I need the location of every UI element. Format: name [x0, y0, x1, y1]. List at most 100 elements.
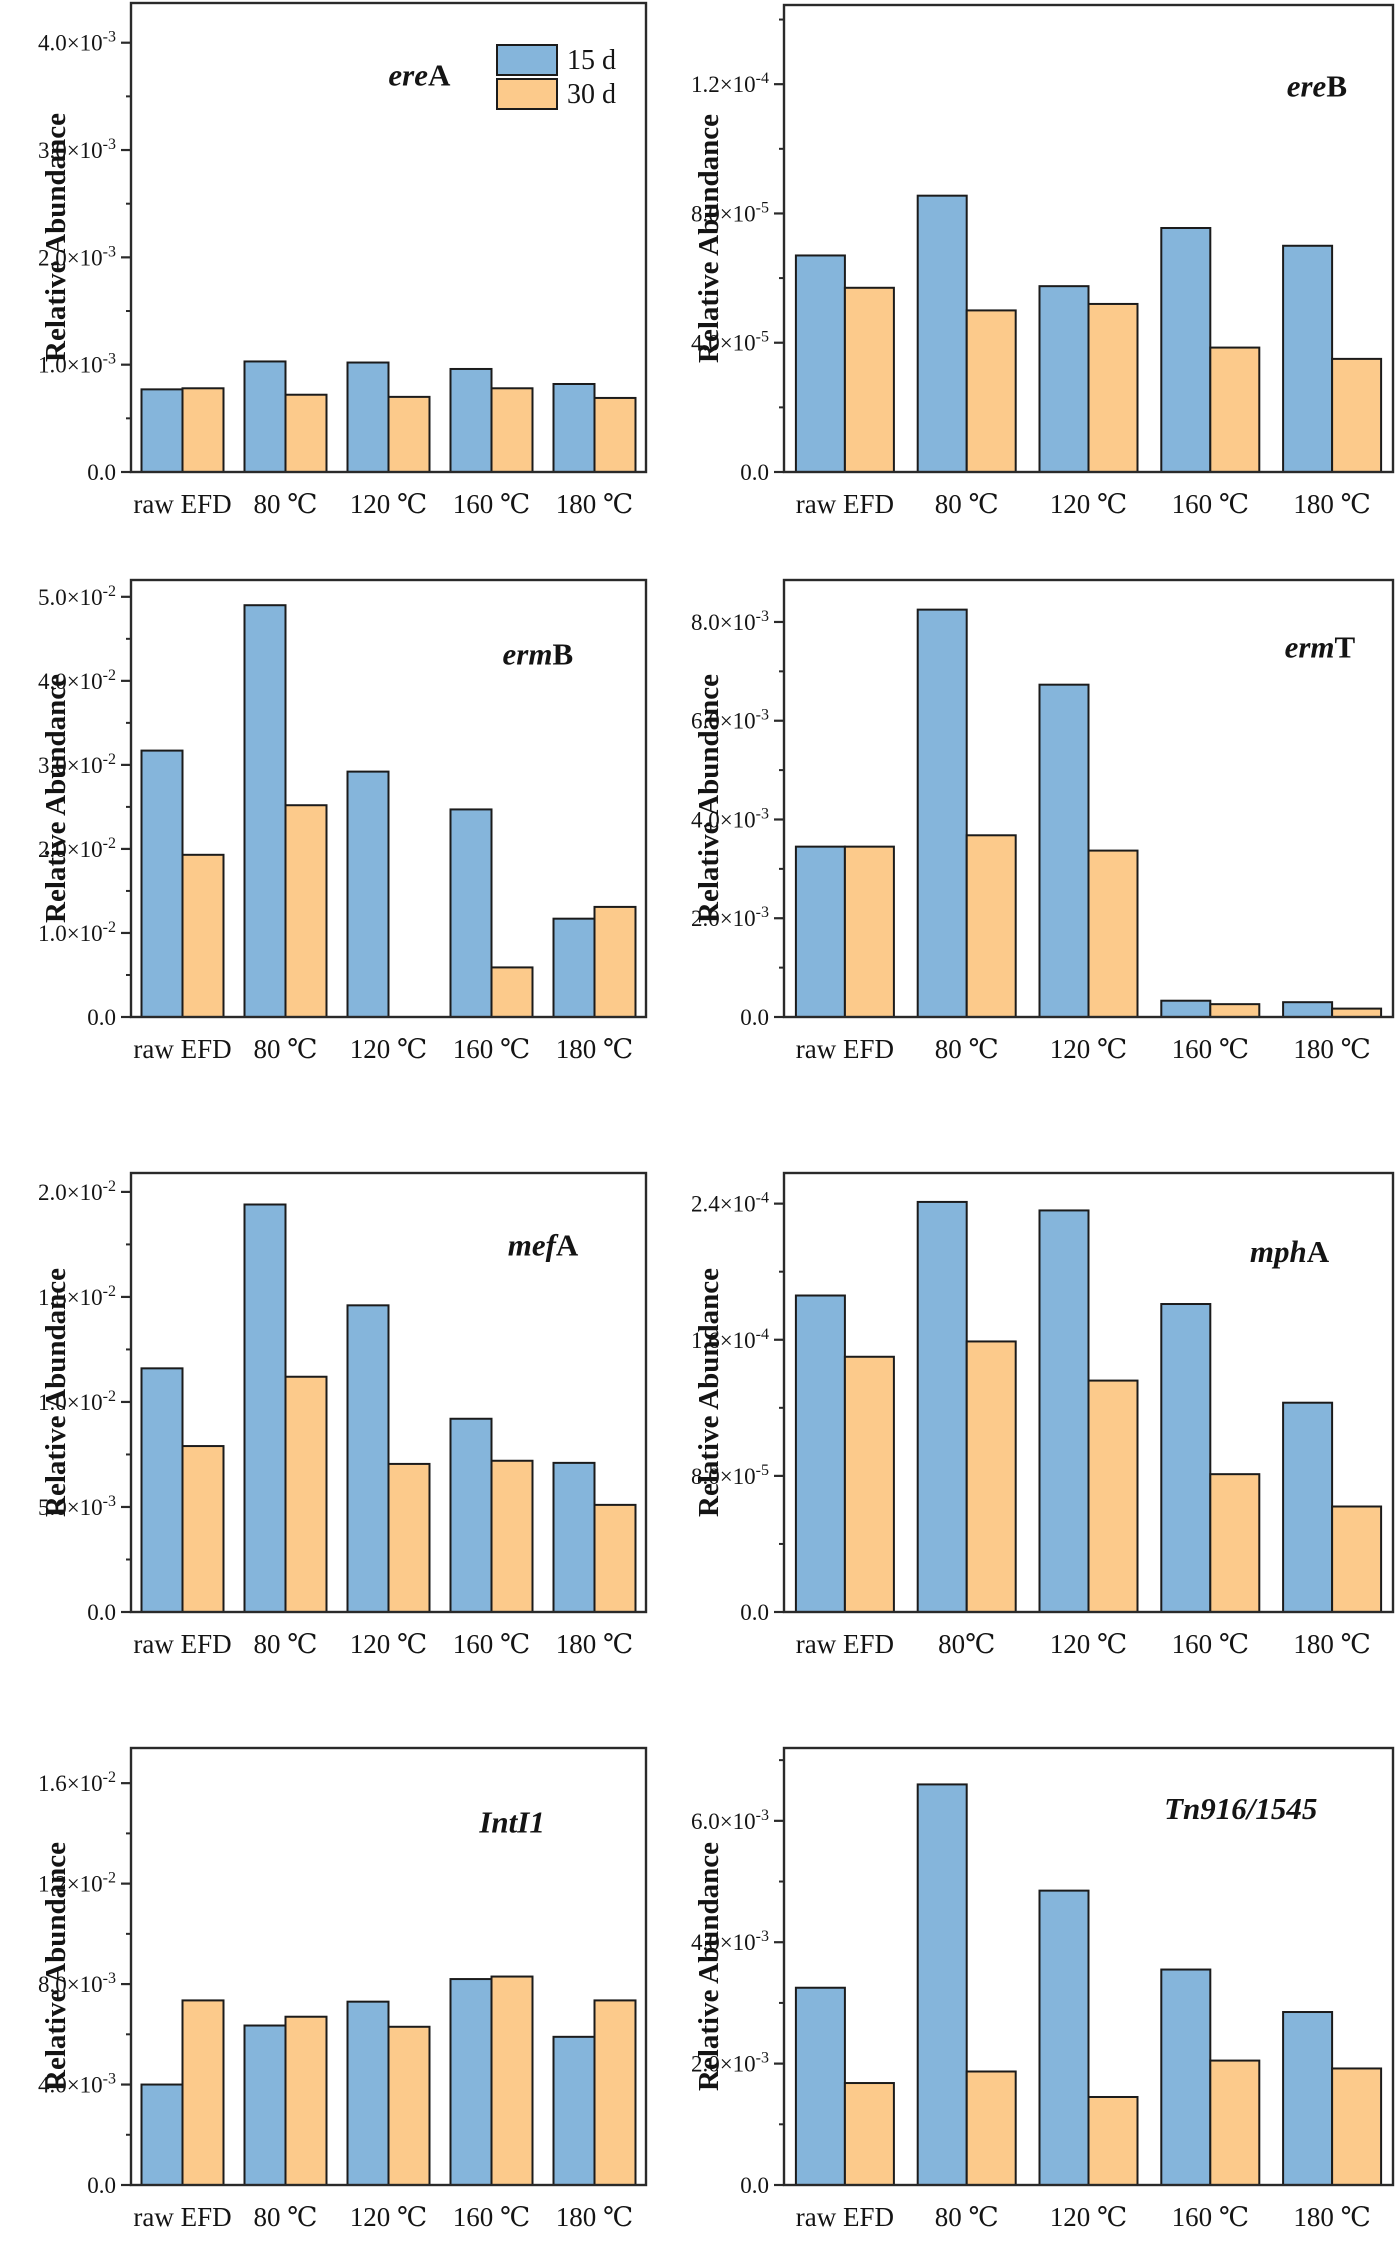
bar-ermT-30-d-raw-EFD — [843, 845, 895, 1018]
bar-ermT-15-d-160 — [1160, 999, 1212, 1018]
y-tick-label: 2.0×10-2 — [38, 1178, 116, 1205]
x-tick-label: 180 ℃ — [556, 1629, 633, 1659]
bar-mefA-30-d-120 — [387, 1462, 431, 1613]
bar-mefA-15-d-160 — [449, 1417, 493, 1613]
y-tick-label: 0.0 — [87, 460, 116, 485]
x-tick-label: raw EFD — [133, 1034, 231, 1064]
chart-title: Tn916/1545 — [1164, 1791, 1317, 1826]
chart-IntI1: Relative Abundance 0.0 4.0×10-3 8.0×10-3 1.2… — [38, 1746, 648, 2232]
chart-title: mphA — [1250, 1234, 1330, 1269]
bar-ermB-30-d-180 — [593, 905, 637, 1018]
x-tick-label: raw EFD — [796, 489, 894, 519]
x-tick-label: 160 ℃ — [1172, 1034, 1249, 1064]
y-tick-label: 1.6×10-2 — [38, 1769, 116, 1796]
bar-ereB-30-d-raw-EFD — [843, 286, 895, 473]
bar-ereA-15-d-180 — [552, 382, 596, 473]
legend-swatch-d15 — [496, 44, 558, 76]
y-tick-label: 4.0×10-3 — [38, 29, 116, 56]
bar-ereB-30-d-120 — [1087, 302, 1139, 473]
y-tick-label: 1.0×10-3 — [38, 351, 116, 378]
bar-mefA-30-d-160 — [490, 1459, 534, 1613]
x-tick-label: 80 ℃ — [935, 1034, 999, 1064]
plot-frame — [129, 1171, 648, 1614]
y-axis-label: Relative Abundance — [40, 113, 72, 362]
y-tick-label: 2.0×10-3 — [691, 2050, 769, 2077]
bar-ermB-15-d-80 — [243, 604, 287, 1018]
bar-mefA-15-d-120 — [346, 1304, 390, 1614]
bar-ermT-15-d-120 — [1038, 683, 1090, 1018]
y-tick-label: 2.4×10-4 — [691, 1190, 769, 1217]
y-tick-label: 2.0×10-3 — [38, 243, 116, 270]
y-tick-label: 0.0 — [87, 1005, 116, 1030]
bar-ereA-15-d-160 — [449, 367, 493, 473]
y-tick-label: 4.0×10-3 — [691, 805, 769, 832]
bar-IntI1-30-d-160 — [490, 1975, 534, 2187]
bar-IntI1-30-d-180 — [593, 1999, 637, 2186]
x-tick-label: raw EFD — [133, 489, 231, 519]
bar-ermB-15-d-160 — [449, 808, 493, 1018]
x-tick-label: 180 ℃ — [556, 489, 633, 519]
bar-mphA-30-d-120 — [1087, 1379, 1139, 1613]
x-tick-label: 120 ℃ — [1050, 489, 1127, 519]
plot-frame — [782, 1171, 1395, 1614]
y-tick-label: 0.0 — [87, 1600, 116, 1625]
chart-ermB: Relative Abundance 0.0 1.0×10-2 2.0×10-2 3.0… — [38, 578, 648, 1064]
bar-ereB-30-d-180 — [1331, 357, 1383, 473]
x-tick-label: 180 ℃ — [556, 2202, 633, 2232]
bar-mphA-30-d-180 — [1331, 1505, 1383, 1614]
bar-IntI1-15-d-raw-EFD — [140, 2083, 184, 2187]
bar-Tn916-1545-30-d-180 — [1331, 2067, 1383, 2186]
bar-IntI1-30-d-120 — [387, 2025, 431, 2187]
bar-mphA-30-d-raw-EFD — [843, 1355, 895, 1614]
x-tick-label: 120 ℃ — [1050, 1629, 1127, 1659]
bar-IntI1-15-d-80 — [243, 2024, 287, 2187]
y-tick-label: 6.0×10-3 — [691, 707, 769, 734]
x-tick-label: 160 ℃ — [453, 1629, 530, 1659]
bar-ereA-30-d-80 — [284, 393, 328, 473]
x-tick-label: 120 ℃ — [1050, 2202, 1127, 2232]
y-axis-label: Relative Abundance — [40, 674, 72, 923]
bar-ermB-15-d-raw-EFD — [140, 749, 184, 1018]
x-tick-label: 180 ℃ — [556, 1034, 633, 1064]
bar-Tn916-1545-15-d-raw-EFD — [794, 1986, 846, 2186]
x-tick-label: 160 ℃ — [453, 2202, 530, 2232]
plot-frame — [782, 578, 1395, 1019]
y-axis-label: Relative Abundance — [40, 1842, 72, 2091]
bar-ereA-15-d-120 — [346, 361, 390, 473]
y-tick-label: 1.2×10-4 — [691, 70, 769, 97]
y-tick-label: 8.0×10-5 — [691, 1462, 769, 1489]
bar-mefA-15-d-180 — [552, 1461, 596, 1614]
bar-ereA-30-d-120 — [387, 395, 431, 473]
y-tick-label: 0.0 — [87, 2173, 116, 2198]
bar-mphA-15-d-160 — [1160, 1303, 1212, 1614]
legend: 15 d30 d — [496, 44, 616, 110]
x-tick-label: 160 ℃ — [1172, 489, 1249, 519]
bar-ereB-30-d-80 — [965, 309, 1017, 473]
bar-mefA-30-d-raw-EFD — [181, 1445, 225, 1614]
y-tick-label: 4.0×10-5 — [691, 329, 769, 356]
legend-swatch-d30 — [496, 78, 558, 110]
plot-frame — [129, 1, 648, 474]
bar-ermT-30-d-180 — [1331, 1007, 1383, 1019]
bar-Tn916-1545-30-d-80 — [965, 2070, 1017, 2187]
bar-ermB-30-d-160 — [490, 966, 534, 1018]
bar-IntI1-15-d-160 — [449, 1978, 493, 2187]
x-tick-label: 160 ℃ — [1172, 2202, 1249, 2232]
bar-ereA-15-d-raw-EFD — [140, 388, 184, 473]
y-axis-label: Relative Abundance — [693, 114, 725, 363]
bar-ereA-30-d-180 — [593, 396, 637, 473]
x-tick-label: 80℃ — [938, 1629, 995, 1659]
y-axis-label: Relative Abundance — [693, 1842, 725, 2091]
plot-frame — [129, 1746, 648, 2187]
bar-ermT-15-d-80 — [916, 608, 968, 1019]
bar-mefA-30-d-80 — [284, 1375, 328, 1614]
chart-mphA: Relative Abundance 0.0 8.0×10-5 1.6×10-4 2.4… — [691, 1171, 1395, 1659]
y-tick-label: 6.0×10-3 — [691, 1807, 769, 1834]
x-tick-label: raw EFD — [796, 2202, 894, 2232]
legend-label-d30: 30 d — [567, 79, 616, 110]
bar-ermT-30-d-120 — [1087, 849, 1139, 1019]
x-tick-label: 180 ℃ — [1293, 2202, 1370, 2232]
bar-ermB-30-d-80 — [284, 804, 328, 1018]
x-tick-label: 120 ℃ — [350, 1034, 427, 1064]
